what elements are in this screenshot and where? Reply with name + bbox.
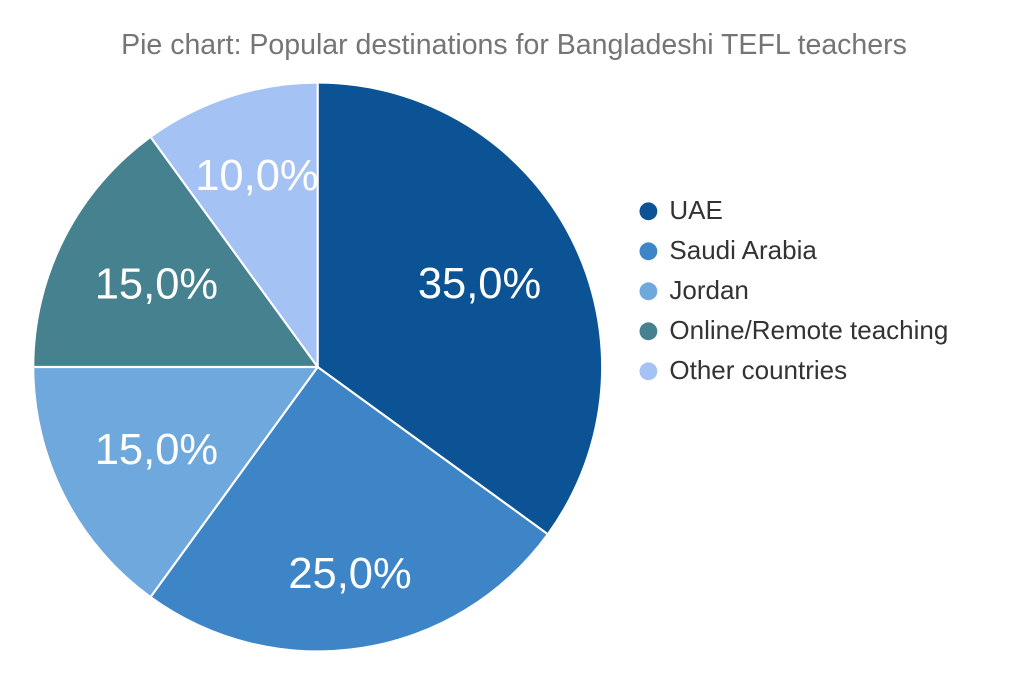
svg-text:Online/Remote teaching: Online/Remote teaching xyxy=(669,315,948,345)
svg-text:Saudi Arabia: Saudi Arabia xyxy=(669,235,817,265)
svg-text:UAE: UAE xyxy=(669,195,722,225)
svg-text:15,0%: 15,0% xyxy=(95,261,218,309)
svg-text:15,0%: 15,0% xyxy=(95,426,218,474)
svg-text:Other countries: Other countries xyxy=(669,355,847,385)
svg-text:35,0%: 35,0% xyxy=(418,260,541,308)
svg-text:Pie chart: Popular destination: Pie chart: Popular destinations for Bang… xyxy=(121,29,907,61)
svg-text:25,0%: 25,0% xyxy=(288,550,411,598)
svg-text:Jordan: Jordan xyxy=(669,275,749,305)
svg-text:10,0%: 10,0% xyxy=(195,152,318,200)
